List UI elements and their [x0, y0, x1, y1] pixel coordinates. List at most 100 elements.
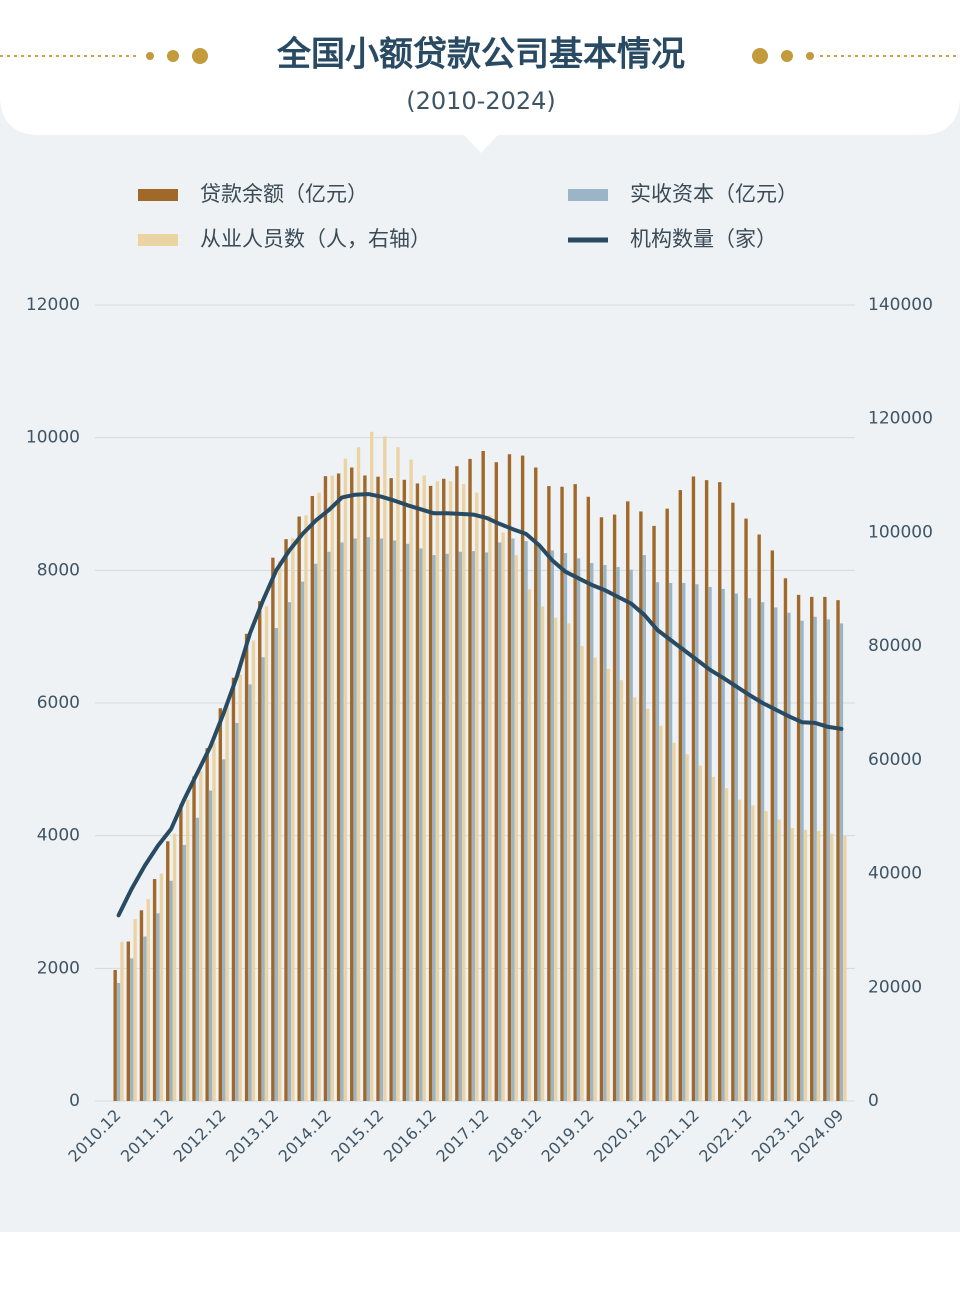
bar — [133, 919, 137, 1101]
bar — [668, 582, 673, 1101]
bar — [698, 765, 702, 1101]
bar — [790, 828, 794, 1101]
y-tick-label: 10000 — [26, 428, 80, 448]
bar — [310, 496, 315, 1101]
bar — [340, 542, 344, 1101]
bar — [415, 483, 420, 1102]
bar — [586, 496, 591, 1101]
bar — [527, 589, 532, 1101]
chart-subtitle: (2010-2024) — [406, 87, 556, 115]
bar — [665, 508, 669, 1102]
y-tick-label: 8000 — [37, 560, 80, 580]
header-card — [0, 0, 960, 153]
bar — [461, 484, 466, 1102]
bar — [826, 619, 830, 1101]
bar — [639, 511, 643, 1101]
y2-tick-label: 120000 — [868, 409, 933, 429]
legend-label: 从业人员数（人，右轴） — [200, 227, 431, 251]
bar — [218, 708, 223, 1101]
bar — [645, 708, 650, 1101]
bar — [488, 515, 492, 1101]
bar — [458, 551, 462, 1101]
bar — [787, 612, 791, 1101]
bar — [796, 594, 801, 1101]
bar — [435, 481, 440, 1101]
bar — [547, 486, 551, 1102]
legend-label: 贷款余额（亿元） — [200, 182, 368, 206]
bar — [212, 742, 216, 1101]
bar — [514, 555, 518, 1101]
legend-swatch — [568, 189, 608, 201]
header-dot — [781, 50, 793, 62]
bar — [751, 805, 755, 1101]
bar — [238, 674, 242, 1101]
bar — [251, 640, 256, 1101]
bar — [235, 722, 239, 1101]
bar — [402, 479, 407, 1101]
bar — [747, 598, 752, 1101]
bar — [708, 586, 712, 1101]
bar — [383, 436, 387, 1102]
bar — [192, 776, 196, 1101]
legend-label: 机构数量（家） — [630, 227, 777, 251]
bar — [130, 958, 134, 1101]
y2-tick-label: 100000 — [868, 522, 933, 542]
bar — [314, 563, 318, 1101]
bar — [829, 833, 834, 1101]
bar — [800, 620, 804, 1101]
header-dot — [752, 48, 768, 64]
bar — [330, 475, 334, 1102]
bar — [185, 799, 190, 1101]
bar — [672, 742, 676, 1101]
bar — [734, 593, 738, 1101]
bar — [179, 804, 183, 1101]
y2-tick-label: 20000 — [868, 977, 922, 997]
bar — [816, 830, 821, 1101]
bar — [409, 459, 413, 1101]
bar — [422, 475, 426, 1102]
bar — [208, 790, 213, 1101]
bar — [603, 565, 607, 1101]
bar — [363, 475, 367, 1101]
bar — [682, 582, 686, 1101]
bar — [744, 518, 748, 1101]
bar — [271, 557, 275, 1101]
bar — [537, 546, 541, 1101]
bar — [626, 501, 630, 1101]
bar — [336, 473, 341, 1101]
bar — [264, 606, 269, 1101]
y-tick-label: 6000 — [37, 693, 80, 713]
bar — [428, 485, 433, 1101]
bar — [724, 788, 729, 1101]
bar — [432, 555, 436, 1101]
bar — [563, 553, 568, 1101]
bar — [468, 458, 472, 1102]
bar — [685, 754, 689, 1101]
bar — [721, 588, 725, 1101]
bar — [455, 466, 459, 1101]
bar — [494, 462, 499, 1102]
bar — [737, 799, 742, 1101]
bar — [659, 725, 663, 1101]
bar — [632, 697, 637, 1101]
bar — [120, 941, 124, 1101]
bar — [126, 941, 131, 1101]
bar — [406, 543, 410, 1101]
header-dot — [806, 52, 814, 60]
bar — [284, 539, 288, 1101]
bar — [619, 680, 624, 1101]
bar — [695, 584, 699, 1101]
bar — [195, 817, 200, 1101]
bar — [810, 596, 814, 1101]
bar — [573, 484, 577, 1102]
bar — [376, 476, 380, 1101]
bar — [616, 567, 620, 1101]
bar — [116, 982, 121, 1101]
bar — [287, 602, 292, 1101]
bar — [291, 538, 295, 1101]
bar — [261, 657, 265, 1101]
bar — [580, 646, 584, 1101]
bar — [590, 563, 594, 1101]
bar — [606, 668, 610, 1101]
y2-tick-label: 40000 — [868, 864, 922, 884]
